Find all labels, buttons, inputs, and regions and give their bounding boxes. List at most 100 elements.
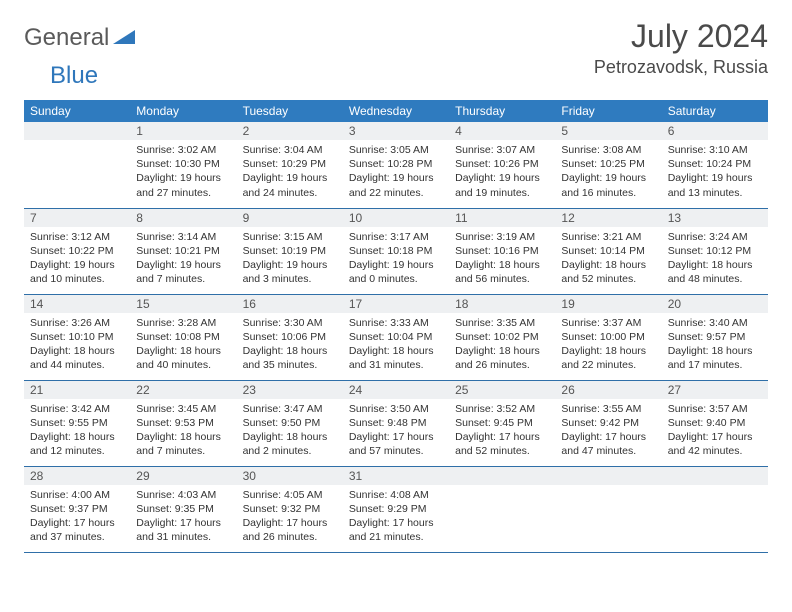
- calendar-body: 1Sunrise: 3:02 AMSunset: 10:30 PMDayligh…: [24, 122, 768, 552]
- brand-logo: General: [24, 24, 135, 52]
- day-details: Sunrise: 3:24 AMSunset: 10:12 PMDaylight…: [662, 227, 768, 291]
- day-number: 1: [130, 122, 236, 140]
- day-details: Sunrise: 3:07 AMSunset: 10:26 PMDaylight…: [449, 140, 555, 204]
- day-number: 8: [130, 209, 236, 227]
- day-details: Sunrise: 3:33 AMSunset: 10:04 PMDaylight…: [343, 313, 449, 377]
- calendar-week-row: 1Sunrise: 3:02 AMSunset: 10:30 PMDayligh…: [24, 122, 768, 208]
- day-number: 4: [449, 122, 555, 140]
- calendar-day-cell: 26Sunrise: 3:55 AMSunset: 9:42 PMDayligh…: [555, 380, 661, 466]
- month-title: July 2024: [594, 18, 768, 55]
- day-details: Sunrise: 4:05 AMSunset: 9:32 PMDaylight:…: [237, 485, 343, 549]
- day-details: Sunrise: 3:10 AMSunset: 10:24 PMDaylight…: [662, 140, 768, 204]
- calendar-day-cell: 24Sunrise: 3:50 AMSunset: 9:48 PMDayligh…: [343, 380, 449, 466]
- day-number: 28: [24, 467, 130, 485]
- brand-part2: Blue: [50, 62, 98, 89]
- day-details: Sunrise: 3:14 AMSunset: 10:21 PMDaylight…: [130, 227, 236, 291]
- day-number: 11: [449, 209, 555, 227]
- day-number: 14: [24, 295, 130, 313]
- day-number: [555, 467, 661, 485]
- weekday-header: Tuesday: [237, 100, 343, 122]
- brand-triangle-icon: [113, 26, 135, 44]
- calendar-head: SundayMondayTuesdayWednesdayThursdayFrid…: [24, 100, 768, 122]
- day-number: 6: [662, 122, 768, 140]
- day-details: Sunrise: 3:12 AMSunset: 10:22 PMDaylight…: [24, 227, 130, 291]
- day-details: Sunrise: 3:05 AMSunset: 10:28 PMDaylight…: [343, 140, 449, 204]
- calendar-table: SundayMondayTuesdayWednesdayThursdayFrid…: [24, 100, 768, 553]
- calendar-day-cell: 29Sunrise: 4:03 AMSunset: 9:35 PMDayligh…: [130, 466, 236, 552]
- day-number: 20: [662, 295, 768, 313]
- day-number: 16: [237, 295, 343, 313]
- calendar-day-cell: 25Sunrise: 3:52 AMSunset: 9:45 PMDayligh…: [449, 380, 555, 466]
- calendar-day-cell: 7Sunrise: 3:12 AMSunset: 10:22 PMDayligh…: [24, 208, 130, 294]
- day-number: 23: [237, 381, 343, 399]
- calendar-day-cell: 22Sunrise: 3:45 AMSunset: 9:53 PMDayligh…: [130, 380, 236, 466]
- calendar-week-row: 21Sunrise: 3:42 AMSunset: 9:55 PMDayligh…: [24, 380, 768, 466]
- day-number: 13: [662, 209, 768, 227]
- day-details: Sunrise: 3:17 AMSunset: 10:18 PMDaylight…: [343, 227, 449, 291]
- title-block: July 2024 Petrozavodsk, Russia: [594, 18, 768, 78]
- calendar-week-row: 14Sunrise: 3:26 AMSunset: 10:10 PMDaylig…: [24, 294, 768, 380]
- day-number: [24, 122, 130, 140]
- day-number: 22: [130, 381, 236, 399]
- day-number: 21: [24, 381, 130, 399]
- day-details: Sunrise: 3:37 AMSunset: 10:00 PMDaylight…: [555, 313, 661, 377]
- day-number: 5: [555, 122, 661, 140]
- day-details: Sunrise: 3:52 AMSunset: 9:45 PMDaylight:…: [449, 399, 555, 463]
- weekday-header: Monday: [130, 100, 236, 122]
- day-number: 3: [343, 122, 449, 140]
- calendar-day-cell: 13Sunrise: 3:24 AMSunset: 10:12 PMDaylig…: [662, 208, 768, 294]
- day-details: Sunrise: 3:21 AMSunset: 10:14 PMDaylight…: [555, 227, 661, 291]
- day-number: 9: [237, 209, 343, 227]
- calendar-day-cell: 17Sunrise: 3:33 AMSunset: 10:04 PMDaylig…: [343, 294, 449, 380]
- calendar-day-cell: 6Sunrise: 3:10 AMSunset: 10:24 PMDayligh…: [662, 122, 768, 208]
- calendar-empty-cell: [449, 466, 555, 552]
- day-number: [449, 467, 555, 485]
- day-details: Sunrise: 4:00 AMSunset: 9:37 PMDaylight:…: [24, 485, 130, 549]
- brand-part1: General: [24, 24, 109, 52]
- calendar-day-cell: 2Sunrise: 3:04 AMSunset: 10:29 PMDayligh…: [237, 122, 343, 208]
- day-details: Sunrise: 3:47 AMSunset: 9:50 PMDaylight:…: [237, 399, 343, 463]
- day-details: Sunrise: 3:02 AMSunset: 10:30 PMDaylight…: [130, 140, 236, 204]
- day-number: 10: [343, 209, 449, 227]
- day-number: 31: [343, 467, 449, 485]
- calendar-day-cell: 3Sunrise: 3:05 AMSunset: 10:28 PMDayligh…: [343, 122, 449, 208]
- calendar-day-cell: 1Sunrise: 3:02 AMSunset: 10:30 PMDayligh…: [130, 122, 236, 208]
- calendar-empty-cell: [662, 466, 768, 552]
- day-details: Sunrise: 3:55 AMSunset: 9:42 PMDaylight:…: [555, 399, 661, 463]
- calendar-day-cell: 31Sunrise: 4:08 AMSunset: 9:29 PMDayligh…: [343, 466, 449, 552]
- day-number: [662, 467, 768, 485]
- calendar-day-cell: 21Sunrise: 3:42 AMSunset: 9:55 PMDayligh…: [24, 380, 130, 466]
- calendar-day-cell: 30Sunrise: 4:05 AMSunset: 9:32 PMDayligh…: [237, 466, 343, 552]
- day-number: 30: [237, 467, 343, 485]
- day-number: 17: [343, 295, 449, 313]
- calendar-day-cell: 10Sunrise: 3:17 AMSunset: 10:18 PMDaylig…: [343, 208, 449, 294]
- calendar-week-row: 28Sunrise: 4:00 AMSunset: 9:37 PMDayligh…: [24, 466, 768, 552]
- calendar-day-cell: 11Sunrise: 3:19 AMSunset: 10:16 PMDaylig…: [449, 208, 555, 294]
- calendar-day-cell: 5Sunrise: 3:08 AMSunset: 10:25 PMDayligh…: [555, 122, 661, 208]
- day-details: Sunrise: 3:45 AMSunset: 9:53 PMDaylight:…: [130, 399, 236, 463]
- calendar-day-cell: 14Sunrise: 3:26 AMSunset: 10:10 PMDaylig…: [24, 294, 130, 380]
- calendar-day-cell: 28Sunrise: 4:00 AMSunset: 9:37 PMDayligh…: [24, 466, 130, 552]
- weekday-header: Thursday: [449, 100, 555, 122]
- weekday-header: Friday: [555, 100, 661, 122]
- day-number: 18: [449, 295, 555, 313]
- calendar-day-cell: 19Sunrise: 3:37 AMSunset: 10:00 PMDaylig…: [555, 294, 661, 380]
- day-details: Sunrise: 3:04 AMSunset: 10:29 PMDaylight…: [237, 140, 343, 204]
- day-details: Sunrise: 3:26 AMSunset: 10:10 PMDaylight…: [24, 313, 130, 377]
- day-number: 15: [130, 295, 236, 313]
- day-number: 12: [555, 209, 661, 227]
- day-details: Sunrise: 3:35 AMSunset: 10:02 PMDaylight…: [449, 313, 555, 377]
- calendar-day-cell: 27Sunrise: 3:57 AMSunset: 9:40 PMDayligh…: [662, 380, 768, 466]
- calendar-day-cell: 16Sunrise: 3:30 AMSunset: 10:06 PMDaylig…: [237, 294, 343, 380]
- day-number: 2: [237, 122, 343, 140]
- day-number: 24: [343, 381, 449, 399]
- calendar-day-cell: 4Sunrise: 3:07 AMSunset: 10:26 PMDayligh…: [449, 122, 555, 208]
- calendar-day-cell: 15Sunrise: 3:28 AMSunset: 10:08 PMDaylig…: [130, 294, 236, 380]
- day-details: Sunrise: 3:40 AMSunset: 9:57 PMDaylight:…: [662, 313, 768, 377]
- calendar-empty-cell: [24, 122, 130, 208]
- weekday-header: Wednesday: [343, 100, 449, 122]
- day-details: Sunrise: 3:08 AMSunset: 10:25 PMDaylight…: [555, 140, 661, 204]
- calendar-day-cell: 23Sunrise: 3:47 AMSunset: 9:50 PMDayligh…: [237, 380, 343, 466]
- day-details: Sunrise: 3:50 AMSunset: 9:48 PMDaylight:…: [343, 399, 449, 463]
- calendar-empty-cell: [555, 466, 661, 552]
